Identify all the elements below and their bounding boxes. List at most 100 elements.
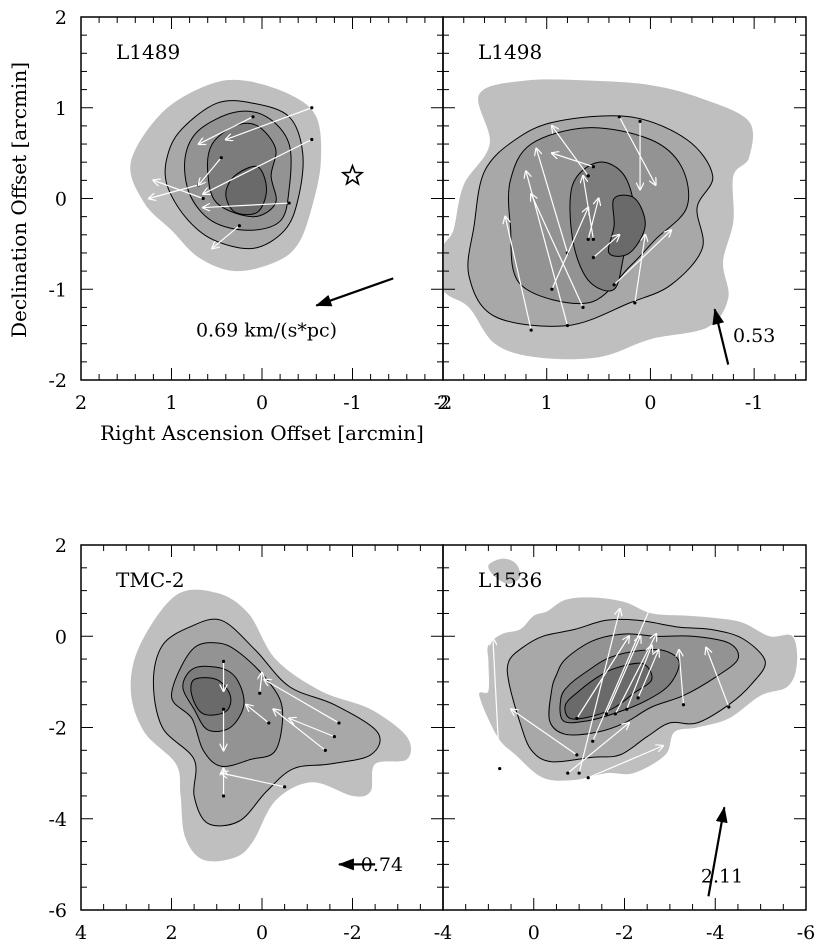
- grid-point: [577, 771, 581, 775]
- gradient-vector: [706, 648, 730, 708]
- x-tick-label: 2: [437, 392, 449, 414]
- grid-point: [337, 721, 341, 725]
- grid-point: [566, 771, 570, 775]
- grid-point: [681, 703, 686, 707]
- gradient-vector: [626, 645, 652, 710]
- x-tick-label: -2: [343, 922, 362, 944]
- plot-area: [443, 79, 754, 360]
- grid-point: [287, 201, 291, 205]
- gradient-vector: [221, 773, 285, 788]
- grid-point: [633, 301, 637, 305]
- panel-l1498: 0.53 L1498 2 1 0 -1: [437, 16, 807, 414]
- gradient-vector: [567, 723, 629, 774]
- contour-island: [488, 558, 521, 584]
- panel-name: L1498: [478, 40, 542, 64]
- panel-name: TMC-2: [116, 568, 185, 592]
- star-marker: [340, 163, 365, 186]
- grid-point: [586, 174, 590, 178]
- panel-name: L1536: [478, 568, 542, 592]
- grid-point: [575, 753, 579, 757]
- gradient-vector: [637, 650, 658, 699]
- x-axis-title: Right Ascension Offset [arcmin]: [100, 421, 424, 445]
- reference-label: 0.74: [361, 854, 403, 876]
- x-tick-label: -2: [615, 922, 634, 944]
- grid-point: [310, 137, 314, 142]
- reference-label: 2.11: [701, 866, 743, 888]
- grid-point: [221, 707, 226, 711]
- panel-name: L1489: [116, 40, 180, 64]
- gradient-vector: [583, 176, 594, 240]
- grid-point: [201, 196, 205, 201]
- reference-arrow: [315, 277, 394, 307]
- gradient-vector: [679, 650, 685, 705]
- contour-level-5: [564, 662, 653, 720]
- gradient-vector: [246, 705, 270, 724]
- gradient-vector: [587, 199, 598, 240]
- x-tick-label: 1: [541, 392, 553, 414]
- y-tick-label: 0: [55, 626, 67, 648]
- grid-point: [323, 748, 327, 752]
- gradient-vector: [260, 673, 262, 694]
- x-tick-label: -1: [343, 392, 362, 414]
- gradient-vector: [605, 636, 640, 715]
- grid-point: [237, 224, 241, 228]
- gradient-vector: [536, 149, 569, 254]
- x-tick-label: 0: [256, 922, 268, 944]
- x-tick-label: -1: [745, 392, 764, 414]
- gradient-vector: [199, 116, 254, 144]
- gradient-vector: [212, 225, 240, 249]
- grid-point: [636, 696, 640, 700]
- gradient-vector: [203, 202, 290, 208]
- grid-point: [727, 705, 731, 709]
- x-tick-label: 0: [256, 392, 268, 414]
- grid-point: [529, 328, 533, 332]
- grid-point: [581, 305, 585, 309]
- gradient-vector: [618, 116, 655, 185]
- gradient-vector: [226, 107, 312, 140]
- y-tick-label: -6: [48, 900, 67, 922]
- grid-point: [586, 237, 590, 241]
- grid-point: [283, 785, 287, 789]
- y-tick-label: 2: [55, 7, 67, 29]
- gradient-vector: [551, 208, 588, 290]
- gradient-vector: [552, 126, 589, 177]
- y-tick-label: -1: [48, 279, 67, 301]
- y-tick-label: 0: [55, 189, 67, 211]
- gradient-vector: [203, 138, 313, 194]
- plot-area: [479, 558, 798, 781]
- x-tick-label: 0: [644, 392, 656, 414]
- grid-point: [591, 237, 595, 241]
- gradient-vector: [289, 718, 335, 738]
- gradient-vector: [273, 709, 326, 751]
- gradient-vector: [199, 157, 222, 185]
- gradient-vector: [634, 235, 645, 303]
- gradient-vector: [153, 180, 204, 200]
- gradient-vector: [578, 609, 620, 774]
- panel-l1536: 2.11 L1536 0 -2 -4 -6: [442, 544, 815, 944]
- x-tick-label: 1: [165, 392, 177, 414]
- grid-point: [638, 119, 642, 123]
- reference-arrow: [707, 806, 728, 897]
- gradient-vector: [149, 184, 199, 199]
- grid-point: [565, 323, 570, 328]
- grid-point: [617, 115, 621, 119]
- grid-point: [221, 659, 226, 663]
- grid-point: [258, 691, 262, 695]
- y-tick-label: 2: [55, 535, 67, 557]
- grid-point: [575, 716, 579, 720]
- gradient-vector: [613, 230, 671, 286]
- x-tick-label: -4: [706, 922, 725, 944]
- grid-point: [498, 766, 502, 771]
- y-tick-label: 1: [55, 98, 67, 120]
- gradient-vector: [511, 709, 578, 756]
- grid-point: [550, 287, 554, 291]
- y-axis-title: Declination Offset [arcmin]: [7, 62, 31, 338]
- gradient-vector: [592, 604, 652, 742]
- grid-point: [332, 735, 336, 739]
- plot-area: [130, 589, 412, 862]
- x-tick-label: 4: [75, 922, 87, 944]
- grid-point: [591, 165, 595, 169]
- grid-point: [613, 712, 618, 716]
